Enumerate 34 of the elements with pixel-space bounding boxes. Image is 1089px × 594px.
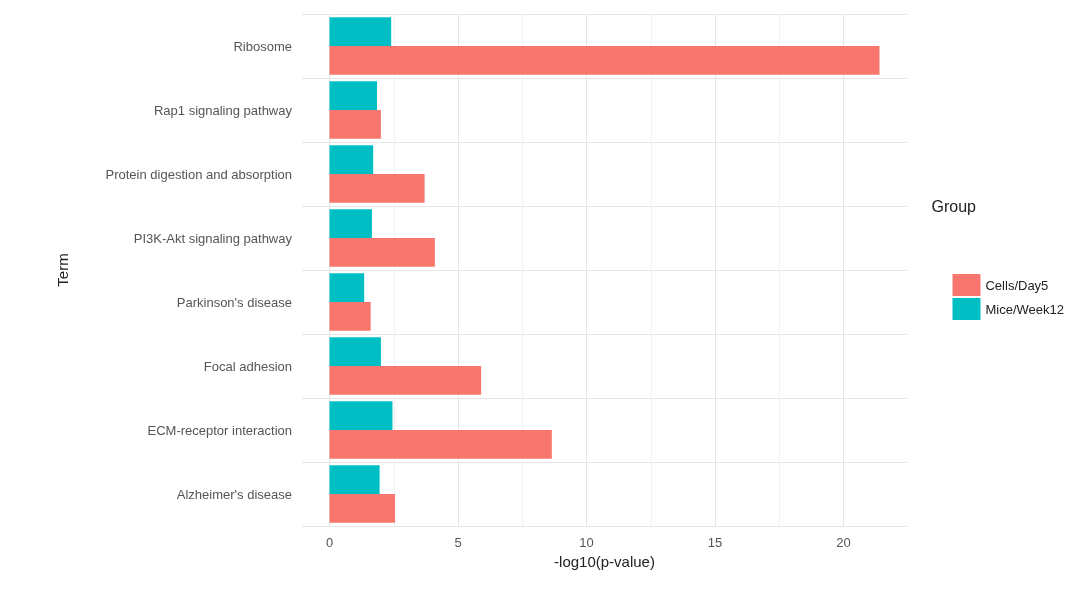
legend-label: Mice/Week12: [985, 301, 1064, 317]
y-tick-label: Protein digestion and absorption: [105, 166, 292, 182]
x-tick-label: 10: [579, 535, 594, 550]
bar: [329, 209, 372, 238]
y-tick-label: Focal adhesion: [203, 358, 292, 374]
bar: [329, 494, 396, 523]
bar: [329, 337, 381, 366]
y-tick-label: Alzheimer's disease: [176, 486, 292, 502]
bar: [329, 302, 371, 331]
bar: [329, 401, 393, 430]
y-tick-label: Rap1 signaling pathway: [153, 102, 293, 118]
bar: [329, 430, 552, 459]
x-tick-label: 15: [707, 535, 723, 550]
y-tick-label: PI3K-Akt signaling pathway: [133, 230, 293, 246]
bar: [329, 81, 378, 110]
bar: [329, 273, 365, 302]
y-tick-label: Parkinson's disease: [176, 294, 292, 310]
bar: [329, 465, 380, 494]
y-tick-label: ECM-receptor interaction: [147, 422, 292, 438]
bar: [329, 46, 880, 75]
bar: [329, 174, 425, 203]
legend-label: Cells/Day5: [985, 277, 1049, 293]
x-tick-label: 5: [454, 535, 462, 550]
y-axis-title: Term: [54, 253, 71, 287]
y-tick-label: Ribosome: [233, 38, 292, 54]
bar: [329, 17, 392, 46]
legend-title: Group: [931, 197, 977, 215]
x-axis-title: -log10(p-value): [554, 552, 655, 570]
bar: [329, 238, 435, 267]
x-tick-label: 20: [836, 535, 851, 550]
x-tick-label: 0: [325, 535, 334, 550]
bar: [329, 366, 482, 395]
bar: [329, 110, 381, 139]
bar: [329, 145, 374, 174]
